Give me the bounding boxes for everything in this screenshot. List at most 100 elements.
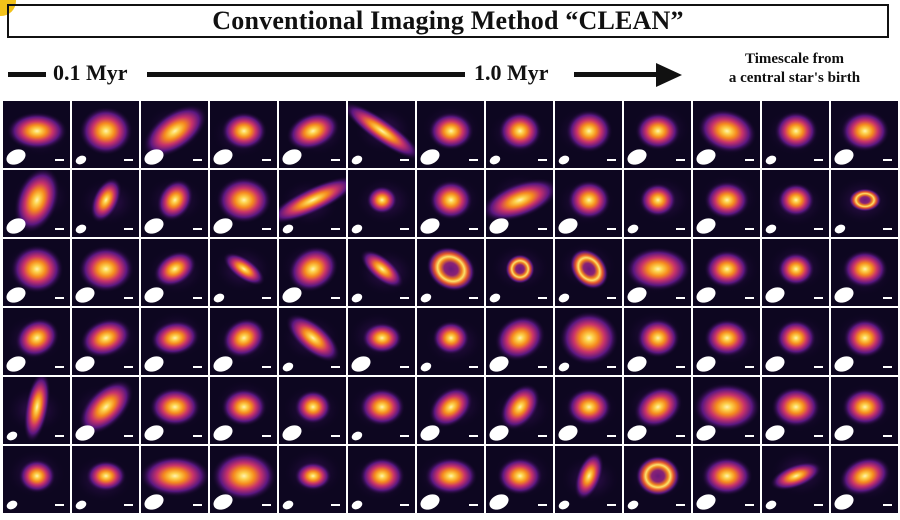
disk-emission-map xyxy=(555,308,622,375)
beam-ellipse xyxy=(489,293,501,303)
beam-ellipse xyxy=(420,293,432,303)
disk-emission xyxy=(497,456,543,496)
disk-emission-map xyxy=(624,308,691,375)
disk-emission xyxy=(18,458,56,494)
disk-emission xyxy=(775,319,817,357)
disk-emission-map xyxy=(348,377,415,444)
beam-ellipse xyxy=(558,218,578,234)
scale-bar xyxy=(55,366,64,368)
scale-bar xyxy=(883,297,892,299)
scale-bar xyxy=(883,435,892,437)
scale-bar xyxy=(814,228,823,230)
disk-emission-map xyxy=(693,308,760,375)
disk-image-tile xyxy=(3,170,70,237)
disk-emission-map xyxy=(141,239,208,306)
scale-bar xyxy=(55,297,64,299)
beam-ellipse xyxy=(696,218,716,234)
beam-ellipse xyxy=(144,218,164,234)
beam-ellipse xyxy=(765,155,777,165)
beam-ellipse xyxy=(420,218,440,234)
disk-image-tile xyxy=(555,308,622,375)
scale-bar xyxy=(262,159,271,161)
beam-ellipse xyxy=(696,356,716,372)
disk-emission-map xyxy=(693,170,760,237)
disk-image-tile xyxy=(141,170,208,237)
disk-image-tile xyxy=(3,377,70,444)
beam-ellipse xyxy=(765,224,777,234)
disk-emission xyxy=(221,387,267,427)
beam-ellipse xyxy=(75,425,95,441)
disk-emission xyxy=(221,317,267,359)
disk-image-tile xyxy=(624,377,691,444)
disk-emission-map xyxy=(348,446,415,513)
scale-bar xyxy=(745,297,754,299)
disk-emission xyxy=(499,383,541,431)
scale-bar xyxy=(193,435,202,437)
disk-emission-map xyxy=(279,101,346,168)
beam-ellipse xyxy=(420,425,440,441)
disk-emission xyxy=(635,111,681,151)
scale-bar xyxy=(676,504,685,506)
scale-bar xyxy=(814,504,823,506)
disk-emission xyxy=(141,455,208,497)
disk-emission xyxy=(142,104,208,158)
beam-ellipse xyxy=(6,287,26,303)
disk-image-tile xyxy=(624,170,691,237)
disk-emission-map xyxy=(624,170,691,237)
disk-image-tile xyxy=(141,308,208,375)
disk-emission xyxy=(78,245,134,293)
disk-emission xyxy=(498,111,542,151)
disk-image-tile xyxy=(624,446,691,513)
beam-ellipse xyxy=(75,356,95,372)
beam-ellipse xyxy=(144,494,164,510)
beam-ellipse xyxy=(6,500,18,510)
disk-emission xyxy=(574,451,604,501)
beam-ellipse xyxy=(420,149,440,165)
beam-ellipse xyxy=(489,494,509,510)
scale-bar xyxy=(262,366,271,368)
disk-emission-map xyxy=(831,377,898,444)
disk-image-tile xyxy=(141,101,208,168)
disk-image-tile xyxy=(279,170,346,237)
disk-image-tile xyxy=(210,239,277,306)
disk-image-tile xyxy=(210,377,277,444)
disk-emission-map xyxy=(3,170,70,237)
disk-image-tile xyxy=(210,308,277,375)
disk-emission-map xyxy=(762,170,829,237)
scale-bar xyxy=(124,366,133,368)
disk-emission-map xyxy=(3,308,70,375)
disk-image-tile xyxy=(279,308,346,375)
scale-bar xyxy=(262,435,271,437)
disk-emission xyxy=(636,318,680,358)
disk-emission-map xyxy=(555,377,622,444)
scale-bar xyxy=(331,366,340,368)
disk-emission-map xyxy=(831,170,898,237)
ring-disk xyxy=(635,455,681,497)
beam-ellipse xyxy=(75,155,87,165)
disk-emission-map xyxy=(279,170,346,237)
beam-ellipse xyxy=(489,218,509,234)
disk-emission-map xyxy=(141,170,208,237)
disk-emission-map xyxy=(486,170,553,237)
scale-bar xyxy=(331,435,340,437)
beam-ellipse xyxy=(75,224,87,234)
disk-emission-map xyxy=(762,101,829,168)
disk-emission xyxy=(156,178,194,222)
disk-emission xyxy=(360,249,404,289)
scale-bar xyxy=(745,435,754,437)
disk-image-tile xyxy=(831,170,898,237)
disk-image-tile xyxy=(3,446,70,513)
disk-emission-map xyxy=(3,377,70,444)
disk-emission xyxy=(294,461,332,491)
disk-image-tile xyxy=(417,308,484,375)
disk-image-tile xyxy=(348,239,415,306)
disk-image-tile xyxy=(486,170,553,237)
disk-emission-map xyxy=(279,308,346,375)
scale-bar xyxy=(262,228,271,230)
beam-ellipse xyxy=(282,224,294,234)
disk-emission xyxy=(566,387,612,427)
disk-emission-map xyxy=(555,239,622,306)
disk-emission xyxy=(149,387,201,427)
disk-emission-map xyxy=(348,239,415,306)
disk-emission-map xyxy=(72,377,139,444)
